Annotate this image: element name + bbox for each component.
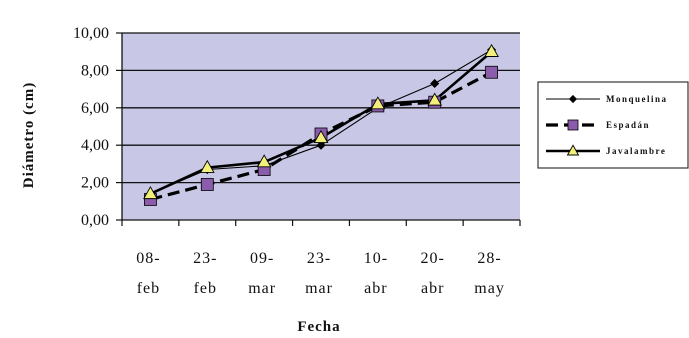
x-tick-label: 20- xyxy=(421,250,445,267)
x-tick-label: 23- xyxy=(193,250,217,267)
legend-box xyxy=(537,81,689,169)
data-point xyxy=(427,92,443,106)
x-tick-label: abr xyxy=(421,280,444,297)
x-tick-label: 28- xyxy=(477,250,501,267)
data-point xyxy=(567,119,579,131)
x-tick-label: mar xyxy=(248,280,276,297)
x-tick-label: may xyxy=(474,280,505,297)
y-axis-title: Diámetro (cm) xyxy=(21,82,37,188)
data-point xyxy=(313,129,329,143)
y-tick-label: 8,00 xyxy=(81,62,109,79)
y-tick-label: 4,00 xyxy=(81,137,109,154)
y-tick-label: 6,00 xyxy=(81,100,109,117)
data-point xyxy=(484,43,499,57)
x-tick-label: 09- xyxy=(250,250,274,267)
x-tick-label: feb xyxy=(194,280,217,297)
x-tick-label: abr xyxy=(364,280,387,297)
plot-area xyxy=(122,33,520,220)
data-point xyxy=(200,178,214,191)
x-tick-label: mar xyxy=(305,280,333,297)
data-point xyxy=(256,154,272,168)
data-point xyxy=(566,144,580,156)
x-tick-label: 08- xyxy=(136,250,160,267)
data-point xyxy=(370,96,386,110)
legend-label: Monquelina xyxy=(606,94,668,104)
y-tick-label: 2,00 xyxy=(81,175,109,192)
x-tick-label: 23- xyxy=(307,250,331,267)
legend-label: Javalambre xyxy=(606,146,666,156)
data-point xyxy=(316,140,326,150)
x-axis-title: Fecha xyxy=(297,319,340,333)
legend-label: Espadán xyxy=(606,120,650,130)
data-point xyxy=(485,65,498,79)
y-tick-label: 0,00 xyxy=(81,212,109,229)
x-tick-label: feb xyxy=(137,280,160,297)
data-point xyxy=(199,159,215,173)
data-point xyxy=(430,78,440,89)
y-tick-label: 10,00 xyxy=(73,25,109,42)
x-tick-label: 10- xyxy=(364,250,388,267)
data-point xyxy=(568,94,578,104)
data-point xyxy=(143,186,158,200)
